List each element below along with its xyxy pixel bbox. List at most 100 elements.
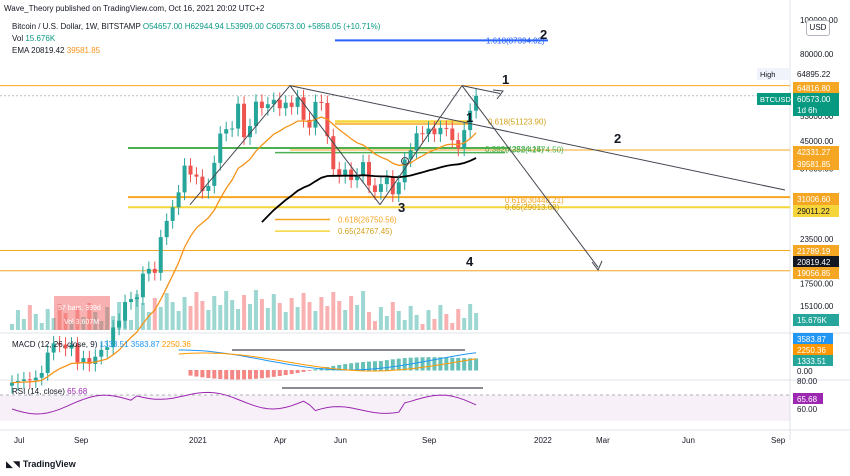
volume-bar [337, 301, 342, 330]
volume-bar [230, 300, 235, 330]
volume-bar [444, 314, 449, 330]
candle-body [93, 356, 98, 364]
price-tag [793, 193, 839, 205]
candle-body [253, 101, 258, 127]
volume-bar [361, 291, 366, 330]
symbol-title: Bitcoin / U.S. Dollar, 1W, BITSTAMP [12, 22, 141, 31]
publisher-line: Wave_Theory published on TradingView.com… [4, 4, 265, 13]
candle-body [307, 119, 312, 128]
volume-bar [111, 316, 116, 330]
candle-body [343, 169, 348, 176]
candle-body [462, 130, 467, 149]
macd-value-3: 2250.36 [161, 340, 191, 349]
ema-value-1: 20819.42 [31, 46, 65, 55]
candle-body [408, 150, 413, 160]
candle-body [170, 207, 175, 221]
volume-bar [33, 314, 38, 330]
macd-histogram-bar [426, 357, 431, 371]
macd-histogram-bar [438, 357, 443, 371]
x-tick-label: Mar [596, 436, 610, 445]
tradingview-logo: ◣◥ TradingView [6, 459, 76, 470]
volume-measure-box [54, 296, 110, 330]
candle-body [355, 175, 360, 181]
volume-bar [408, 306, 413, 330]
volume-bar [248, 304, 252, 330]
candle-body [81, 358, 86, 363]
macd-histogram-bar [307, 370, 312, 371]
rsi-axis-label: 60.00 [797, 405, 818, 414]
candle-body [265, 104, 270, 108]
macd-value-1: 1333.51 [99, 340, 129, 349]
volume-bar [218, 305, 223, 330]
macd-histogram-bar [355, 362, 360, 371]
macd-axis-tag [793, 344, 833, 355]
fib-label: 0.618(51123.90) [488, 117, 546, 126]
macd-histogram-bar [384, 360, 389, 371]
volume-bar [456, 309, 461, 330]
candle-body [218, 133, 223, 163]
volume-bar [158, 307, 163, 330]
macd-histogram-bar [319, 368, 324, 371]
candle-body [212, 162, 217, 186]
price-tag [793, 256, 839, 268]
volume-bar [390, 302, 395, 330]
candle-body [129, 299, 133, 303]
ema-label: EMA [12, 46, 29, 55]
macd-histogram-bar [271, 370, 276, 377]
x-tick-label: 2021 [189, 436, 207, 445]
wave-label: 4 [466, 254, 474, 269]
volume-bar [194, 292, 199, 330]
macd-title: MACD (12, 26, close, 9) [12, 340, 98, 349]
rsi-axis-tag [793, 393, 823, 404]
volume-measure-vol: Vol 3.607M [64, 319, 99, 326]
price-tag [793, 158, 839, 170]
volume-bar [224, 291, 229, 330]
volume-bar [367, 312, 371, 330]
candle-body [111, 327, 116, 348]
macd-histogram-bar [349, 363, 354, 371]
volume-bar [129, 320, 133, 330]
rsi-title: RSI (14, close) [12, 387, 65, 396]
candle-body [21, 379, 26, 381]
volume-bar [384, 316, 389, 330]
volume-bar [349, 296, 354, 330]
price-tag-value: 39581.85 [797, 160, 831, 169]
y-tick-label: 45000.00 [800, 137, 834, 146]
x-tick-label: Apr [274, 436, 287, 445]
macd-histogram-bar [420, 357, 425, 371]
volume-bar [271, 294, 276, 330]
candle-body [420, 133, 425, 135]
volume-bar [450, 323, 455, 330]
macd-histogram-bar [462, 358, 467, 371]
macd-histogram-bar [474, 358, 479, 371]
symbol-info-line: Bitcoin / U.S. Dollar, 1W, BITSTAMP O546… [12, 22, 380, 31]
trend-line [289, 85, 786, 191]
macd-histogram-bar [396, 358, 401, 371]
price-tag [793, 104, 839, 116]
candle-body [372, 185, 377, 192]
volume-bar [105, 307, 110, 330]
volume-bar [259, 299, 264, 330]
fib-label: 0.382(42474.50) [505, 146, 564, 155]
volume-bar [283, 312, 288, 330]
trend-line [189, 85, 291, 206]
volume-bar [10, 324, 14, 330]
wave-label: 2 [614, 131, 621, 146]
macd-histogram-bar [456, 357, 461, 371]
price-tag-value: 42331.27 [797, 148, 831, 157]
candle-body [367, 162, 371, 186]
macd-histogram-bar [390, 359, 395, 371]
rsi-axis-label: 80.00 [797, 377, 818, 386]
candle-body [384, 177, 389, 185]
price-tag-value: 29011.22 [797, 207, 830, 216]
x-tick-label: Jun [682, 436, 695, 445]
macd-histogram-bar [200, 370, 205, 378]
currency-button[interactable]: USD [806, 20, 830, 36]
candle-body [402, 159, 407, 183]
candle-body [63, 344, 68, 349]
tradingview-brand: TradingView [22, 459, 76, 469]
candle-body [140, 273, 145, 298]
macd-histogram-bar [343, 364, 348, 371]
candle-body [152, 268, 157, 273]
